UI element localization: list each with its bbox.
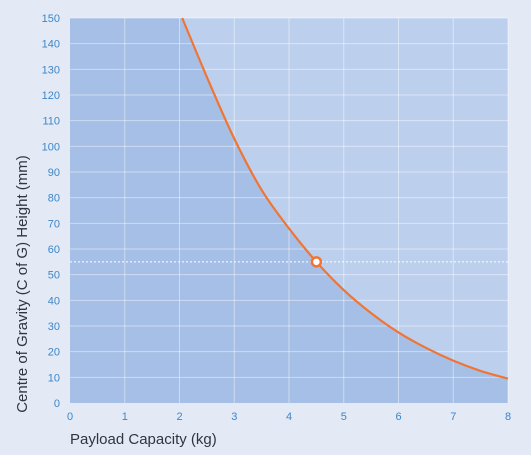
y-tick-labels: 0 10 20 30 40 50 60 70 80 90 100 110 120 130 140 150 <box>42 13 60 410</box>
y-tick-label: 110 <box>42 116 60 128</box>
x-tick-labels: 0 1 2 3 4 5 6 7 8 <box>67 411 511 423</box>
x-tick-label: 2 <box>176 411 182 423</box>
operating-point-marker <box>310 256 323 268</box>
y-tick-label: 60 <box>48 244 60 256</box>
x-tick-label: 1 <box>122 411 128 423</box>
x-tick-label: 6 <box>395 411 401 423</box>
y-tick-label: 20 <box>48 347 60 359</box>
x-tick-label: 0 <box>67 411 73 423</box>
y-tick-label: 50 <box>48 270 60 282</box>
y-axis-title: Centre of Gravity (C of G) Height (mm) <box>14 155 31 413</box>
y-tick-label: 100 <box>42 141 60 153</box>
y-tick-label: 0 <box>54 398 60 410</box>
y-tick-label: 120 <box>42 90 60 102</box>
y-tick-label: 130 <box>42 64 60 76</box>
data-curve <box>181 17 509 380</box>
y-tick-label: 140 <box>42 39 60 51</box>
y-tick-label: 70 <box>48 218 60 230</box>
region-under-curve <box>70 18 508 403</box>
x-tick-label: 4 <box>286 411 292 423</box>
y-tick-label: 10 <box>48 372 60 384</box>
y-tick-label: 150 <box>42 13 60 25</box>
x-tick-label: 7 <box>450 411 456 423</box>
x-tick-label: 8 <box>505 411 511 423</box>
y-tick-label: 90 <box>48 167 60 179</box>
y-tick-label: 80 <box>48 193 60 205</box>
x-tick-label: 5 <box>341 411 347 423</box>
y-tick-label: 30 <box>48 321 60 333</box>
x-tick-label: 3 <box>231 411 237 423</box>
x-axis-title: Payload Capacity (kg) <box>70 431 217 448</box>
y-tick-label: 40 <box>48 295 60 307</box>
